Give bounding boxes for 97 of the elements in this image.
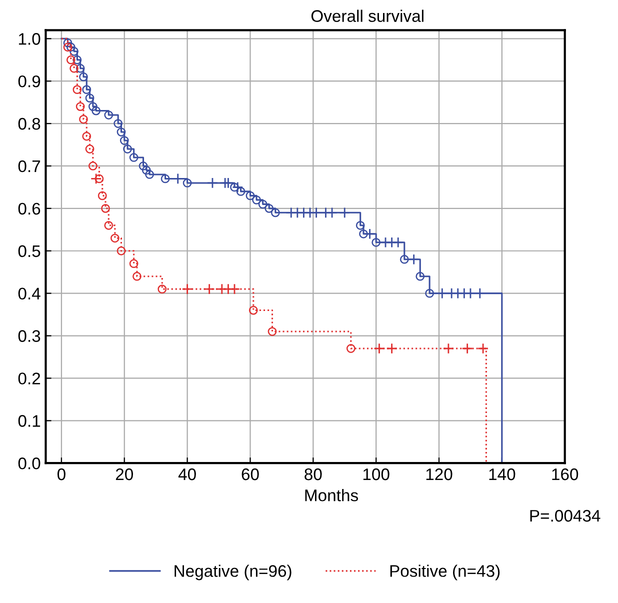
x-tick-label: 20 (116, 468, 134, 480)
point (392, 236, 404, 248)
point (372, 238, 381, 247)
text: P=.00434 (530, 510, 600, 522)
x-tick-label: 120 (426, 468, 452, 480)
x-tick-label: 80 (304, 468, 322, 480)
point (359, 229, 368, 238)
point (116, 128, 126, 136)
point (79, 114, 88, 124)
point (88, 102, 98, 111)
point (114, 119, 123, 128)
point (70, 64, 78, 73)
point (72, 85, 82, 94)
y-tick-label: 0.9 (18, 75, 40, 88)
point (310, 207, 322, 218)
point (104, 220, 114, 230)
chart-title: Overall survival (311, 10, 424, 22)
point (356, 220, 365, 230)
point (206, 177, 218, 189)
y-tick-label: 0.3 (18, 330, 40, 342)
point (101, 204, 110, 213)
point (116, 246, 126, 256)
x-tick-label: 100 (363, 468, 390, 480)
point (63, 42, 72, 52)
point (270, 208, 280, 218)
point (425, 288, 434, 298)
y-tick-label: 0.2 (18, 372, 40, 384)
x-tick-label: 160 (552, 468, 578, 480)
point (98, 191, 107, 200)
point (76, 102, 85, 111)
point (246, 191, 255, 200)
point (129, 153, 138, 162)
point (160, 174, 170, 184)
point (252, 195, 261, 204)
point (120, 136, 129, 145)
point (88, 162, 98, 170)
point (326, 207, 338, 218)
point (104, 110, 114, 120)
x-axis-title: Months (305, 489, 358, 502)
point (416, 272, 425, 281)
point (204, 283, 215, 295)
point (462, 342, 473, 354)
point (264, 204, 274, 213)
point (145, 170, 154, 179)
x-tick-label: 40 (178, 468, 196, 480)
point (92, 106, 101, 116)
point (94, 174, 104, 184)
point (442, 342, 454, 354)
y-tick-label: 0.4 (18, 288, 40, 300)
point (268, 327, 277, 336)
point (364, 228, 376, 240)
point (230, 182, 239, 192)
point (158, 284, 167, 294)
point (66, 42, 76, 52)
point (228, 283, 240, 295)
point (138, 162, 148, 170)
point (477, 342, 489, 354)
point (82, 132, 92, 141)
point (182, 178, 192, 188)
point (408, 254, 420, 265)
point (132, 272, 142, 281)
legend-label: Negative (n=96) (174, 564, 292, 580)
point (374, 342, 385, 354)
point (400, 254, 409, 264)
x-tick-label: 60 (242, 468, 259, 480)
x-tick-label: 140 (489, 468, 516, 480)
point (76, 64, 85, 73)
x-tick-label: 0 (57, 468, 66, 480)
point (182, 283, 193, 295)
point (129, 259, 138, 268)
point (236, 187, 246, 196)
y-tick-label: 1.0 (18, 33, 40, 45)
point (346, 344, 356, 353)
point (232, 182, 244, 193)
legend-label: Positive (n=43) (390, 564, 500, 580)
point (82, 85, 92, 94)
point (79, 72, 88, 82)
point (258, 200, 268, 209)
point (123, 144, 132, 154)
point (142, 166, 151, 175)
point (222, 177, 234, 189)
y-tick-label: 0.1 (18, 415, 40, 427)
y-tick-label: 0.0 (18, 458, 40, 470)
point (66, 55, 76, 64)
y-tick-label: 0.7 (18, 160, 40, 172)
point (72, 55, 82, 64)
point (85, 144, 94, 154)
point (386, 342, 398, 354)
point (70, 46, 78, 56)
point (110, 234, 120, 243)
point (248, 306, 258, 315)
point (339, 207, 350, 218)
point (85, 94, 94, 103)
y-tick-label: 0.8 (18, 118, 40, 130)
point (63, 38, 72, 48)
y-tick-label: 0.5 (18, 245, 40, 258)
y-tick-label: 0.6 (18, 202, 40, 215)
